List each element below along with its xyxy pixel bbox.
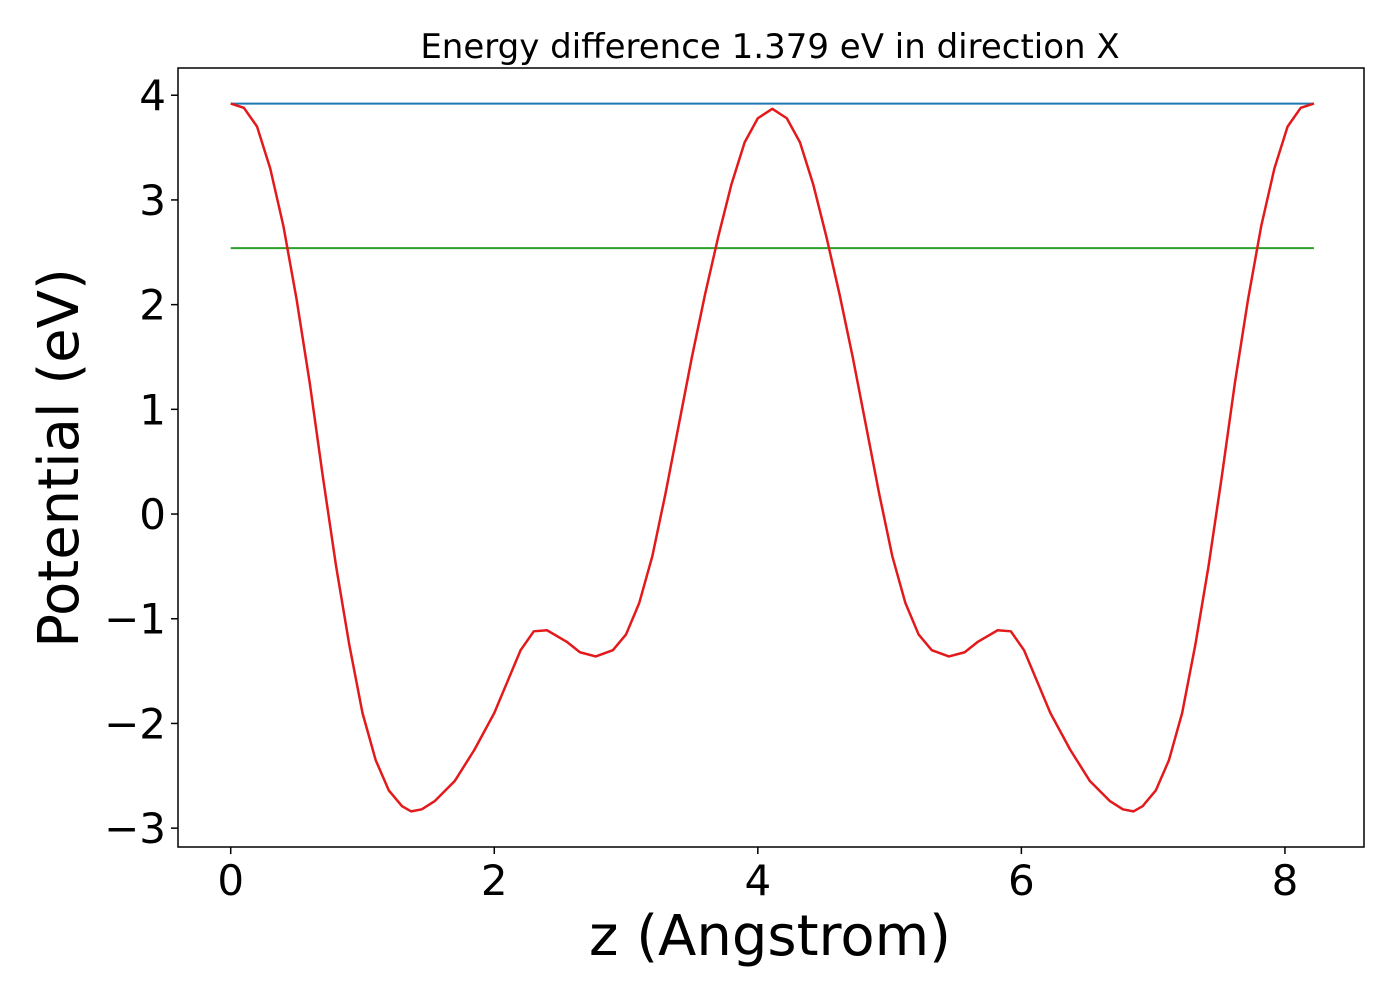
chart-title: Energy difference 1.379 eV in direction … (420, 27, 1119, 67)
y-tick-label: −1 (104, 595, 166, 644)
y-tick-label: 1 (139, 385, 166, 434)
x-tick-label: 2 (481, 856, 508, 905)
y-axis-label: Potential (eV) (27, 268, 92, 648)
y-tick-label: 2 (139, 281, 166, 330)
plot-frame (177, 67, 1365, 848)
y-tick-label: 3 (139, 176, 166, 225)
y-tick-label: −3 (104, 804, 166, 853)
y-axis-ticks: −3 −2 −1 0 1 2 3 4 (104, 71, 178, 853)
x-tick-label: 8 (1272, 856, 1299, 905)
x-axis-ticks: 0 2 4 6 8 (217, 847, 1298, 905)
y-tick-label: 0 (139, 490, 166, 539)
series-line-2 (230, 102, 1315, 813)
y-tick-label: −2 (104, 699, 166, 748)
x-tick-label: 4 (744, 856, 771, 905)
x-axis-label: z (Angstrom) (589, 904, 951, 969)
x-tick-label: 0 (217, 856, 244, 905)
y-tick-label: 4 (139, 71, 166, 120)
x-tick-label: 6 (1008, 856, 1035, 905)
series-layer (230, 102, 1315, 813)
